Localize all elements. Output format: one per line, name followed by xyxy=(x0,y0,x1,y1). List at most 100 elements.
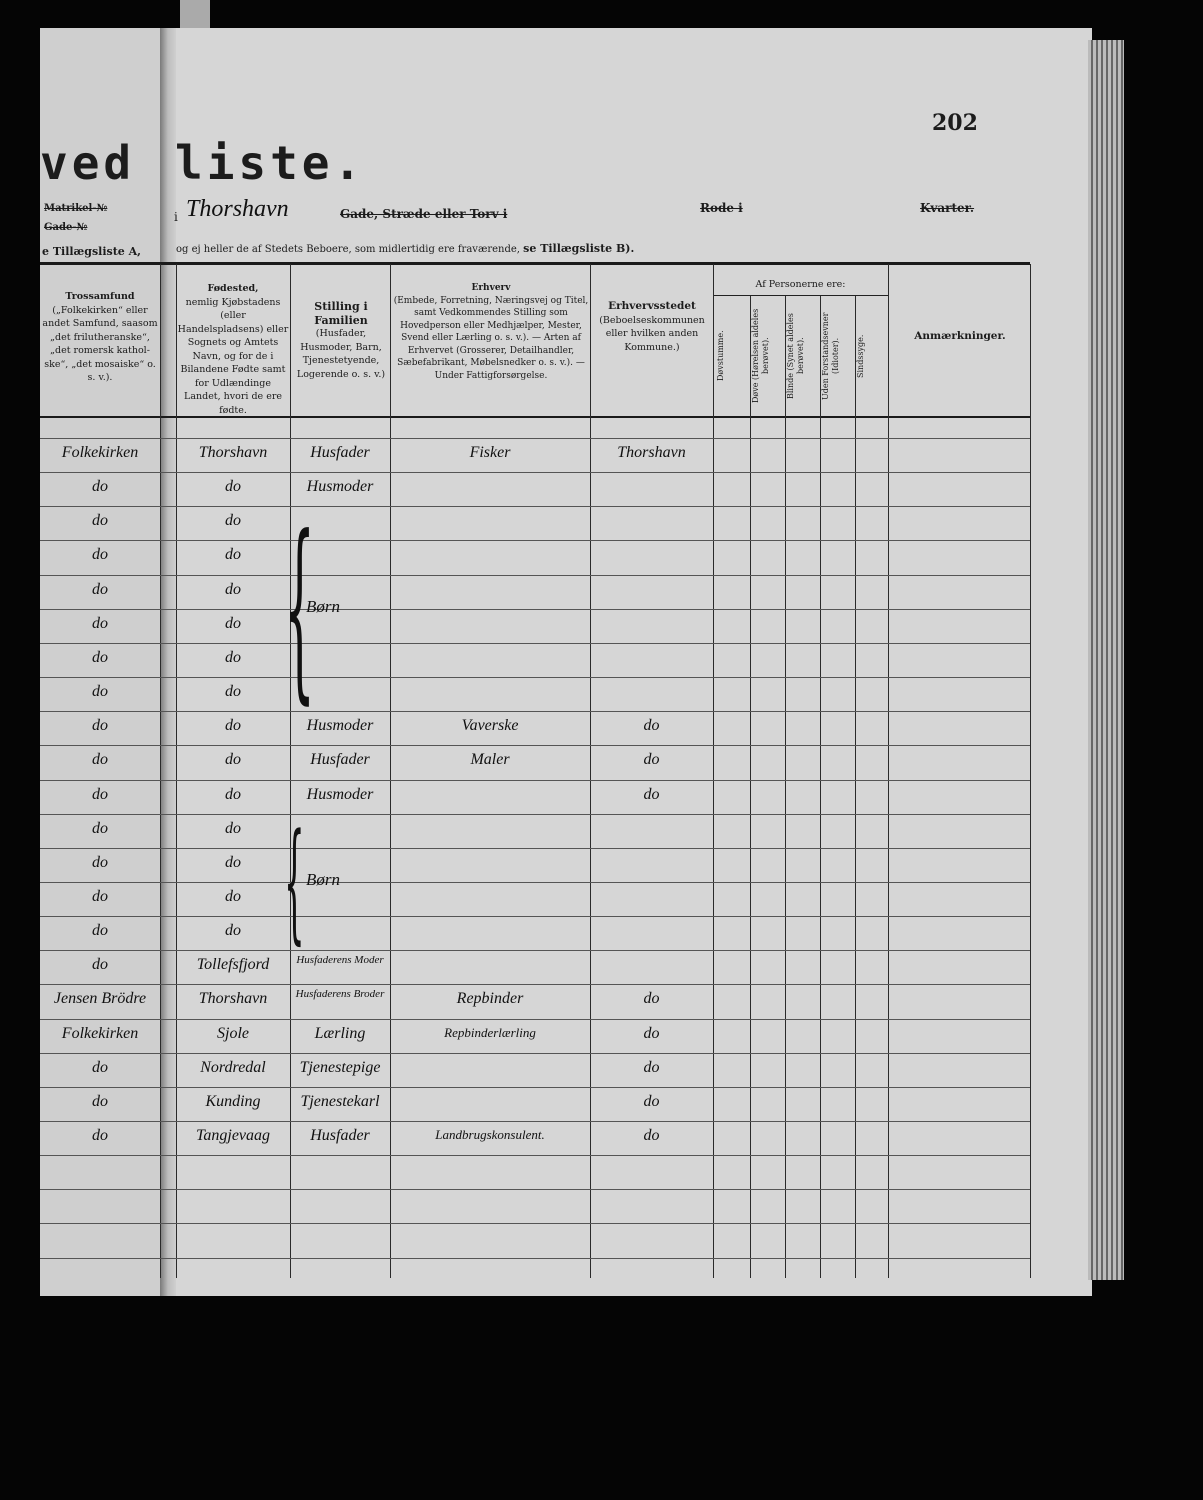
cell-fodested: do xyxy=(225,751,241,769)
cell-fodested: Kunding xyxy=(205,1092,261,1110)
title-right: liste. xyxy=(175,136,366,190)
cell-stilling: Husmoder xyxy=(306,478,374,496)
cell-tros: do xyxy=(92,922,108,940)
gade-label: Gade-№ xyxy=(44,222,88,233)
group-brace: { xyxy=(284,805,305,957)
header-bottom-rule xyxy=(40,416,1030,418)
group-brace: { xyxy=(284,494,315,722)
column-rule xyxy=(590,264,591,1278)
col-tros-header: Trossamfund („Folkekirken“ eller andet S… xyxy=(40,290,160,385)
row-rule xyxy=(40,745,1030,746)
cell-fodested: Tollefsfjord xyxy=(196,956,270,974)
af-personerne-rule xyxy=(713,295,888,296)
cell-sted: do xyxy=(643,1058,660,1076)
row-rule xyxy=(40,984,1030,985)
cell-tros: Folkekirken xyxy=(61,1024,139,1042)
column-rule xyxy=(1030,264,1031,1278)
row-rule xyxy=(40,575,1030,576)
cell-stilling: Husfader xyxy=(310,1127,370,1144)
row-rule xyxy=(40,643,1030,644)
col-erhverv-header: Erhverv (Embede, Forretning, Næringsvej … xyxy=(392,282,590,382)
matrikel-label: Matrikel-№ xyxy=(44,203,108,214)
col-fodested-header: Fødested, nemlig Kjøbstadens (eller Hand… xyxy=(176,282,290,417)
cell-fodested: do xyxy=(225,512,241,530)
cell-fodested: do xyxy=(225,478,241,496)
col-af-personerne-title: Af Personerne ere: xyxy=(755,279,846,290)
cell-tros: do xyxy=(92,887,108,905)
cell-erhverv: Landbrugskonsulent. xyxy=(435,1127,545,1142)
cell-fodested: do xyxy=(225,819,241,837)
cell-erhverv: Repbinder xyxy=(456,990,524,1008)
cell-stilling: Husfader xyxy=(310,751,370,769)
cell-fodested: Tangjevaag xyxy=(195,1127,271,1144)
cell-fodested: do xyxy=(225,580,241,598)
tillaeg-a-text: e Tillægsliste A, xyxy=(42,245,141,258)
cell-tros: do xyxy=(92,819,108,837)
col-erhvervsstedet-title: Erhvervsstedet xyxy=(608,300,696,312)
col-dove: Døve (Hørelsen aldeles berøvet). xyxy=(751,308,770,404)
cell-fodested: do xyxy=(225,853,241,871)
column-rule xyxy=(160,264,161,1278)
row-rule xyxy=(40,1019,1030,1020)
cell-tros: do xyxy=(92,956,108,974)
cell-erhverv: Maler xyxy=(470,751,510,769)
cell-erhverv: Repbinderlærling xyxy=(444,1024,536,1040)
col-erhverv-title: Erhverv xyxy=(471,283,511,293)
col-anmaerkninger: Anmærkninger. xyxy=(914,330,1006,342)
row-rule xyxy=(40,1087,1030,1088)
rode-label: Rode i xyxy=(700,201,743,215)
col-tros-title: Trossamfund xyxy=(65,291,135,302)
row-rule xyxy=(40,780,1030,781)
cell-fodested: do xyxy=(225,546,241,564)
cell-fodested: do xyxy=(225,887,241,905)
cell-tros: do xyxy=(92,1127,108,1144)
cell-sted: do xyxy=(643,990,660,1008)
instruction-text: og ej heller de af Stedets Beboere, som … xyxy=(176,244,520,255)
cell-sted: do xyxy=(643,1024,660,1042)
census-page xyxy=(40,28,1092,1296)
left-page xyxy=(40,28,162,1296)
instruction: og ej heller de af Stedets Beboere, som … xyxy=(176,242,634,255)
cell-stilling: Tjenestepige xyxy=(299,1058,381,1076)
col-fodested-title: Fødested, xyxy=(207,283,259,294)
row-rule xyxy=(40,711,1030,712)
cell-tros: do xyxy=(92,683,108,701)
page-edges xyxy=(1088,40,1124,1280)
cell-tros: do xyxy=(92,1058,108,1076)
cell-fodested: Nordredal xyxy=(200,1058,266,1076)
cell-tros: do xyxy=(92,1092,108,1110)
cell-sted: do xyxy=(643,1092,660,1110)
col-stilling-desc: (Husfader, Husmoder, Barn, Tjenestetyend… xyxy=(296,328,386,380)
cell-tros: do xyxy=(92,717,108,735)
cell-tros: do xyxy=(92,512,108,530)
column-rule xyxy=(820,296,821,1278)
column-rule xyxy=(713,264,714,1278)
cell-sted: do xyxy=(643,1127,660,1144)
row-rule xyxy=(40,438,1030,439)
cell-stilling: Husmoder xyxy=(306,785,374,803)
row-rule xyxy=(40,472,1030,473)
cell-sted: do xyxy=(643,717,660,735)
row-rule xyxy=(40,609,1030,610)
col-fodested-desc: nemlig Kjøbstadens (eller Handelspladsen… xyxy=(177,296,289,416)
row-rule xyxy=(40,848,1030,849)
cell-fodested: Sjole xyxy=(217,1024,249,1042)
cell-tros: do xyxy=(92,648,108,666)
kvarter-label: Kvarter. xyxy=(920,201,975,215)
cell-tros: do xyxy=(92,853,108,871)
cell-tros: do xyxy=(92,751,108,769)
row-rule xyxy=(40,1155,1030,1156)
col-erhverv-desc: (Embede, Forretning, Næringsvej og Titel… xyxy=(393,295,589,381)
cell-tros: do xyxy=(92,478,108,496)
col-tros-desc: („Folkekirken“ eller andet Samfund, saas… xyxy=(42,304,158,384)
col-idioter: Uden Forstandsevner (Idioter). xyxy=(821,312,840,400)
col-erhvervsstedet-desc: (Beboelseskommunen eller hvilken anden K… xyxy=(599,314,705,353)
cell-stilling: Husfaderens Moder xyxy=(296,954,384,967)
book-gutter xyxy=(160,28,176,1296)
column-rule xyxy=(750,296,751,1278)
cell-fodested: do xyxy=(225,717,241,735)
cell-fodested: do xyxy=(225,648,241,666)
page-number: 202 xyxy=(932,110,978,136)
col-stilling-title: Stilling i Familien xyxy=(314,300,368,327)
instruction-emphasis: se Tillægsliste B). xyxy=(523,242,635,255)
